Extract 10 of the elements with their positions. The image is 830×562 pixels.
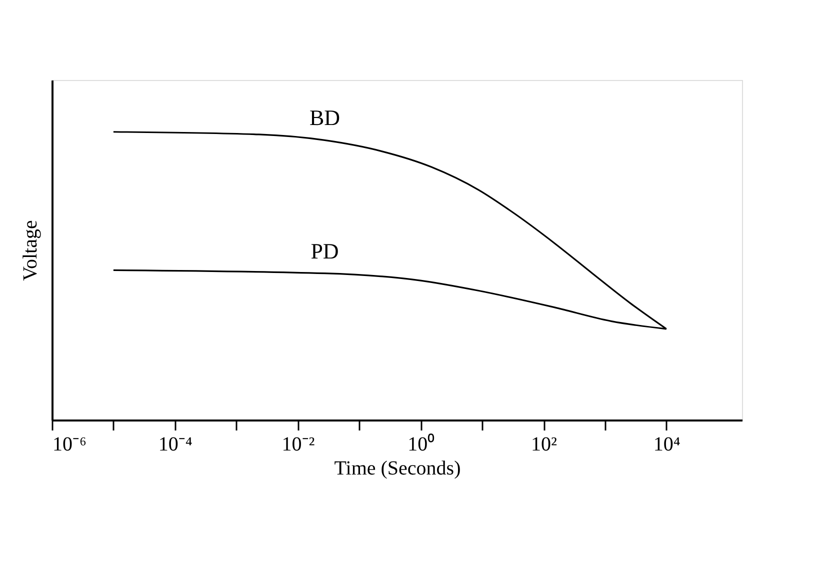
- x-tick-label: 10⁻²: [282, 434, 315, 456]
- x-tick-label: 10²: [531, 434, 558, 456]
- series-label: BD: [309, 105, 340, 130]
- x-axis-title: Time (Seconds): [334, 458, 461, 480]
- x-tick-label: 10⁴: [653, 434, 680, 456]
- series-label: PD: [310, 238, 339, 264]
- x-tick-label: 10⁰: [408, 432, 435, 456]
- x-tick-label: 10⁻⁶: [52, 434, 86, 456]
- y-axis-title: Voltage: [20, 220, 42, 281]
- x-tick-label: 10⁻⁴: [158, 434, 192, 456]
